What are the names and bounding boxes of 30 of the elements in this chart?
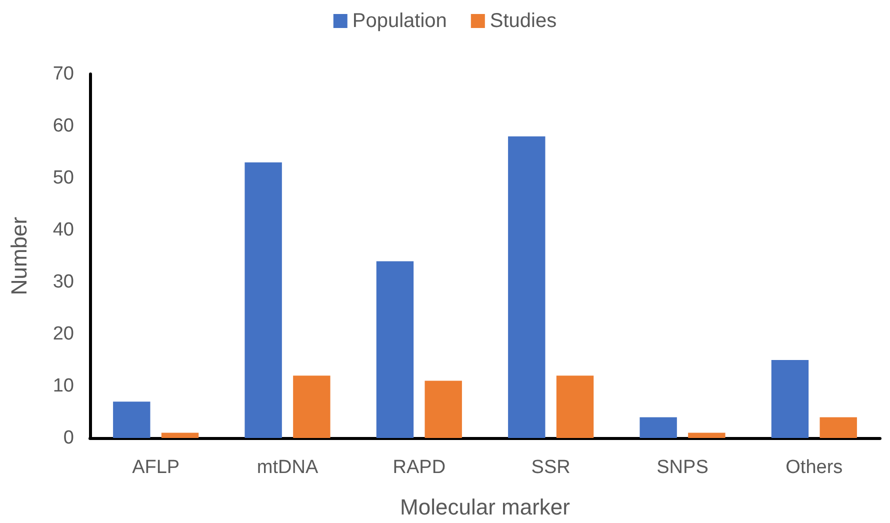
x-tick-label: SSR [531, 457, 570, 478]
x-axis-title: Molecular marker [400, 494, 570, 520]
y-tick-label: 20 [52, 324, 74, 344]
y-tick-label: 10 [52, 376, 74, 396]
x-tick-label: Others [786, 457, 843, 478]
bar [113, 402, 150, 438]
y-tick-label: 30 [52, 272, 74, 292]
bar [508, 136, 546, 438]
bar [771, 360, 809, 438]
y-axis-title: Number [6, 216, 32, 296]
x-tick-label: SNPS [656, 457, 708, 478]
y-tick-label: 60 [52, 116, 74, 136]
bar [293, 376, 330, 438]
y-tick-label: 50 [52, 168, 74, 188]
legend-label: Population [352, 10, 447, 32]
legend-label: Studies [490, 10, 557, 32]
bar [161, 432, 199, 438]
x-tick-label: mtDNA [256, 457, 318, 478]
y-tick-label: 0 [63, 428, 74, 448]
bar [376, 261, 414, 438]
bar [556, 376, 594, 438]
x-tick-label: AFLP [132, 457, 180, 478]
bar [244, 162, 282, 438]
y-tick-label: 40 [52, 220, 74, 240]
bar [640, 417, 677, 438]
bar [424, 380, 462, 438]
bar [688, 432, 726, 438]
bar [820, 417, 857, 438]
x-tick-label: RAPD [392, 457, 446, 478]
y-tick-label: 70 [52, 64, 74, 84]
